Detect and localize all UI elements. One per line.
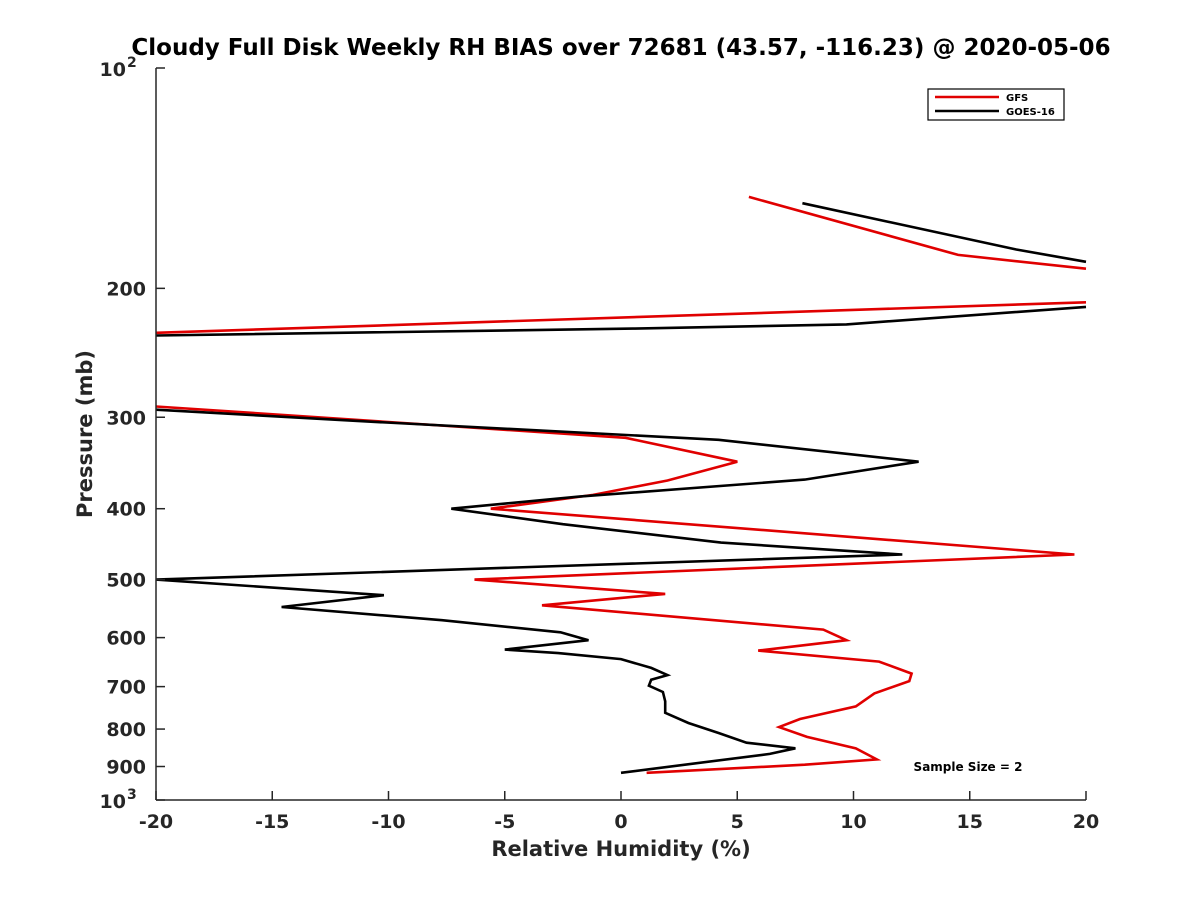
x-tick-label: 20 [1073,811,1099,833]
x-tick-label: -15 [255,811,289,833]
x-tick-label: 10 [840,811,866,833]
y-tick-label: 300 [106,407,146,429]
series-line-goes-16 [155,408,919,775]
y-axis-label: Pressure (mb) [73,350,97,518]
x-tick-label: -10 [371,811,405,833]
sample-size-annotation: Sample Size = 2 [914,760,1023,774]
y-tick-label: 10 [100,59,126,81]
x-tick-label: 5 [731,811,744,833]
y-tick-exponent: 2 [127,55,137,71]
y-tick-label: 200 [106,278,146,300]
x-tick-group: -20 -15 -10 -5 0 5 10 15 20 [139,791,1099,833]
y-tick-label: 500 [106,570,146,592]
x-tick-label: -20 [139,811,173,833]
x-tick-label: 0 [614,811,627,833]
series-line-goes-16 [802,201,1087,264]
series-layer [155,195,1087,775]
y-tick-label: 700 [106,677,146,699]
series-line-goes-16 [155,305,1087,337]
x-axis-label: Relative Humidity (%) [491,837,750,861]
chart-title: Cloudy Full Disk Weekly RH BIAS over 726… [131,35,1110,61]
legend-box [927,88,1065,121]
y-tick-label: 10 [100,791,126,813]
x-tick-label: 15 [957,811,983,833]
y-tick-exponent: 3 [127,787,137,803]
x-tick-label: -5 [494,811,515,833]
series-line-gfs [155,301,1087,335]
series-line-gfs [748,195,1087,270]
legend: GFS GOES-16 [927,88,1065,121]
y-tick-label: 400 [106,499,146,521]
legend-label-goes16: GOES-16 [1006,107,1055,118]
y-tick-label: 800 [106,719,146,741]
y-tick-label: 600 [106,628,146,650]
y-tick-label: 900 [106,757,146,779]
legend-label-gfs: GFS [1006,93,1028,104]
